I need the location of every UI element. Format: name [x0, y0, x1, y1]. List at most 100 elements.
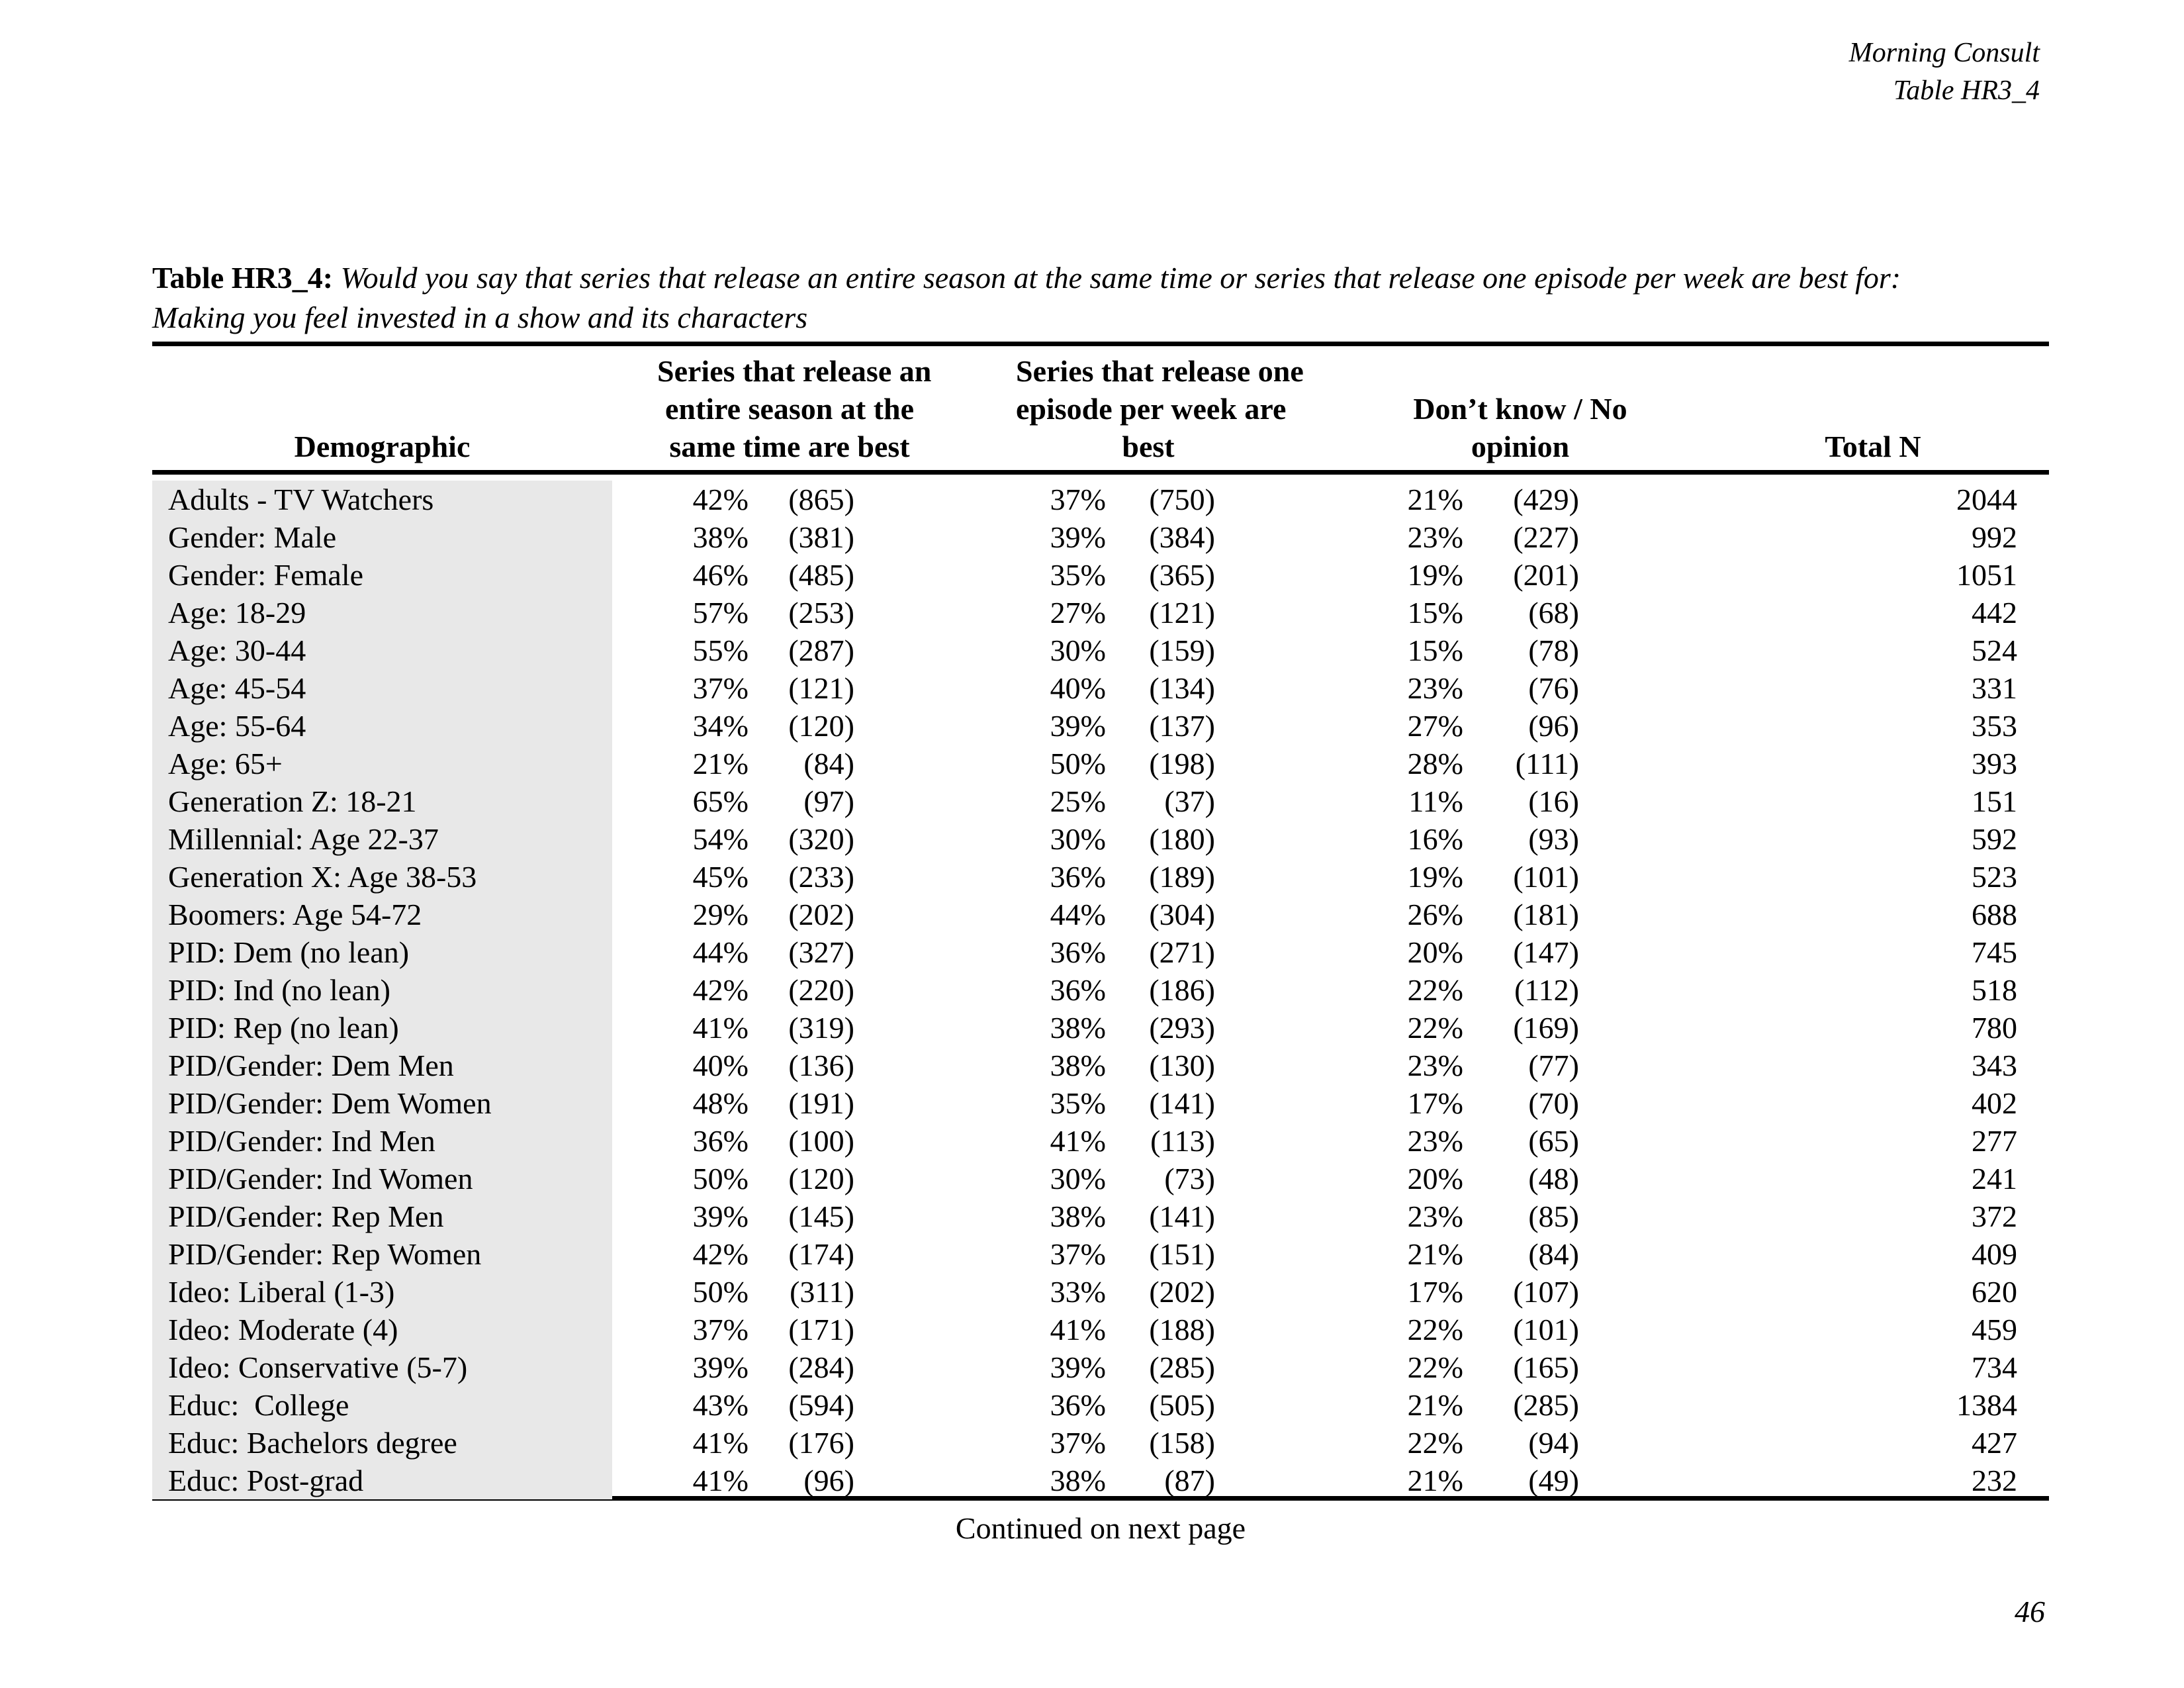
count-dontknow: (201): [1513, 558, 1579, 592]
count-weekly: (113): [1150, 1124, 1215, 1158]
count-dontknow: (65): [1528, 1124, 1579, 1158]
total-n: 409: [1972, 1237, 2017, 1271]
count-dontknow: (101): [1513, 1313, 1579, 1346]
demographic-label: PID/Gender: Rep Women: [152, 1235, 612, 1273]
pct-weekly: 44%: [1050, 898, 1106, 931]
table-title-prefix: Table HR3_4:: [152, 261, 334, 295]
demographic-label: Millennial: Age 22-37: [152, 820, 612, 858]
count-season: (97): [803, 784, 854, 818]
pct-dontknow: 11%: [1408, 784, 1463, 818]
count-weekly: (159): [1149, 633, 1215, 667]
total-n: 241: [1972, 1162, 2017, 1196]
pct-season: 38%: [692, 520, 749, 554]
count-weekly: (285): [1149, 1350, 1215, 1384]
count-season: (319): [788, 1011, 854, 1045]
count-dontknow: (165): [1513, 1350, 1579, 1384]
count-dontknow: (101): [1513, 860, 1579, 894]
pct-dontknow: 21%: [1407, 1464, 1463, 1497]
rule-top: [152, 342, 2049, 346]
demographic-label: Gender: Female: [152, 556, 612, 594]
pct-season: 43%: [692, 1388, 749, 1422]
demographic-label: Age: 30-44: [152, 632, 612, 669]
column-header-season: Series that release an entire season at …: [657, 354, 932, 463]
pct-weekly: 38%: [1050, 1199, 1106, 1233]
pct-dontknow: 27%: [1407, 709, 1463, 743]
table-row: PID/Gender: Rep Women 42% (174) 37% (151) 21%…: [152, 1235, 2049, 1273]
table-row: PID/Gender: Dem Men 40% (136) 38% (130) 23% (7…: [152, 1047, 2049, 1084]
table-title-question-line2: Making you feel invested in a show and i…: [152, 301, 808, 334]
pct-weekly: 39%: [1050, 520, 1106, 554]
count-dontknow: (169): [1513, 1011, 1579, 1045]
pct-weekly: 35%: [1050, 1086, 1106, 1120]
count-season: (594): [788, 1388, 854, 1422]
count-season: (320): [788, 822, 854, 856]
count-dontknow: (429): [1513, 483, 1579, 516]
count-dontknow: (111): [1515, 747, 1579, 780]
total-n: 992: [1972, 520, 2017, 554]
count-season: (96): [803, 1464, 854, 1497]
demographic-label: Age: 65+: [152, 745, 612, 782]
column-header-demographic: Demographic: [294, 430, 471, 463]
table-row: PID/Gender: Ind Men 36% (100) 41% (113) 23% (6…: [152, 1122, 2049, 1160]
pct-weekly: 37%: [1050, 1426, 1106, 1460]
demographic-label: PID/Gender: Dem Men: [152, 1047, 612, 1084]
pct-dontknow: 15%: [1407, 633, 1463, 667]
pct-dontknow: 17%: [1407, 1275, 1463, 1309]
count-weekly: (186): [1149, 973, 1215, 1007]
demographic-label: Educ: College: [152, 1386, 612, 1424]
count-dontknow: (84): [1528, 1237, 1579, 1271]
count-season: (220): [788, 973, 854, 1007]
count-season: (287): [788, 633, 854, 667]
pct-season: 36%: [692, 1124, 749, 1158]
count-season: (233): [788, 860, 854, 894]
pct-season: 41%: [692, 1426, 749, 1460]
pct-weekly: 40%: [1050, 671, 1106, 705]
demographic-label: PID: Ind (no lean): [152, 971, 612, 1009]
count-weekly: (37): [1164, 784, 1215, 818]
pct-weekly: 25%: [1050, 784, 1106, 818]
demographic-label: Age: 18-29: [152, 594, 612, 632]
table-title: Table HR3_4: Would you say that series t…: [152, 258, 2058, 338]
table-row: Ideo: Conservative (5-7) 39% (284) 39% (285)…: [152, 1348, 2049, 1386]
count-dontknow: (227): [1513, 520, 1579, 554]
count-dontknow: (181): [1513, 898, 1579, 931]
total-n: 688: [1972, 898, 2017, 931]
count-season: (311): [790, 1275, 854, 1309]
table-row: Educ: Bachelors degree 41% (176) 37% (158) 22…: [152, 1424, 2049, 1462]
pct-season: 42%: [692, 1237, 749, 1271]
count-dontknow: (94): [1528, 1426, 1579, 1460]
pct-weekly: 35%: [1050, 558, 1106, 592]
demographic-label: Age: 55-64: [152, 707, 612, 745]
pct-season: 50%: [692, 1162, 749, 1196]
pct-season: 42%: [692, 973, 749, 1007]
count-season: (121): [788, 671, 854, 705]
count-dontknow: (48): [1528, 1162, 1579, 1196]
total-n: 353: [1972, 709, 2017, 743]
pct-season: 39%: [692, 1350, 749, 1384]
pct-season: 41%: [692, 1011, 749, 1045]
pct-season: 37%: [692, 671, 749, 705]
count-weekly: (189): [1149, 860, 1215, 894]
count-dontknow: (16): [1528, 784, 1579, 818]
pct-dontknow: 19%: [1407, 558, 1463, 592]
table-row: Boomers: Age 54-72 29% (202) 44% (304) 26% (18…: [152, 896, 2049, 933]
pct-weekly: 38%: [1050, 1011, 1106, 1045]
demographic-label: Adults - TV Watchers: [152, 481, 612, 518]
demographic-label: Boomers: Age 54-72: [152, 896, 612, 933]
count-weekly: (141): [1149, 1199, 1215, 1233]
pct-weekly: 37%: [1050, 1237, 1106, 1271]
pct-dontknow: 19%: [1407, 860, 1463, 894]
table-body: Adults - TV Watchers 42% (865) 37% (750) 21% (…: [152, 481, 2049, 1499]
column-header-total-n: Total N: [1825, 430, 1921, 463]
total-n: 151: [1972, 784, 2017, 818]
total-n: 745: [1972, 935, 2017, 969]
demographic-label: PID: Rep (no lean): [152, 1009, 612, 1047]
count-season: (191): [788, 1086, 854, 1120]
total-n: 620: [1972, 1275, 2017, 1309]
pct-dontknow: 15%: [1407, 596, 1463, 630]
count-season: (202): [788, 898, 854, 931]
pct-dontknow: 23%: [1407, 1049, 1463, 1082]
demographic-label: Educ: Post-grad: [152, 1462, 612, 1499]
pct-weekly: 41%: [1050, 1124, 1106, 1158]
